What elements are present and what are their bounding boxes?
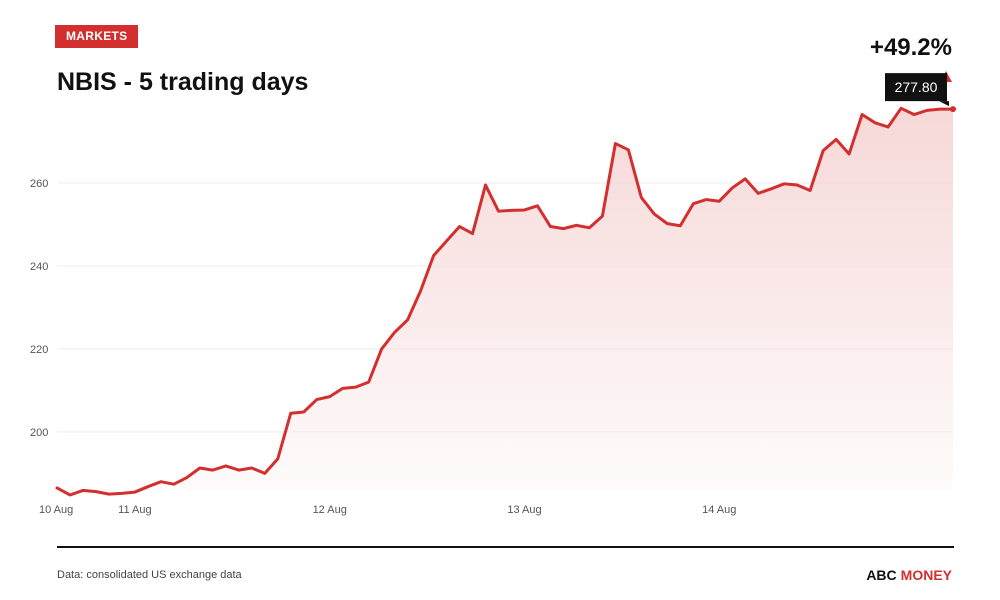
price-area (57, 108, 953, 495)
data-source-note: Data: consolidated US exchange data (57, 569, 242, 581)
x-tick-label-0: 10 Aug (39, 504, 73, 516)
last-value-pointer (939, 101, 949, 107)
brand-text-money: MONEY (900, 567, 952, 583)
x-tick-label-4: 14 Aug (702, 504, 736, 516)
x-tick-label-2: 12 Aug (313, 504, 347, 516)
y-tick-label-240: 240 (30, 261, 48, 273)
footer-divider (57, 546, 954, 548)
x-tick-label-1: 11 Aug (118, 504, 151, 516)
price-line (55, 106, 955, 497)
brand-text-abc: ABC (866, 567, 897, 583)
section-badge: MARKETS (55, 25, 139, 48)
percent-change: +49.2% (869, 34, 952, 61)
y-tick-label-220: 220 (30, 344, 48, 356)
last-value-label: 277.80 (895, 79, 938, 95)
y-tick-label-260: 260 (30, 178, 48, 190)
last-value-box (885, 73, 947, 102)
chart-title: NBIS - 5 trading days (57, 68, 309, 96)
brand-logo: ABC MONEY (866, 567, 952, 583)
last-value-dot (950, 106, 956, 113)
x-tick-label-3: 13 Aug (507, 504, 541, 516)
y-tick-label-200: 200 (30, 427, 48, 439)
